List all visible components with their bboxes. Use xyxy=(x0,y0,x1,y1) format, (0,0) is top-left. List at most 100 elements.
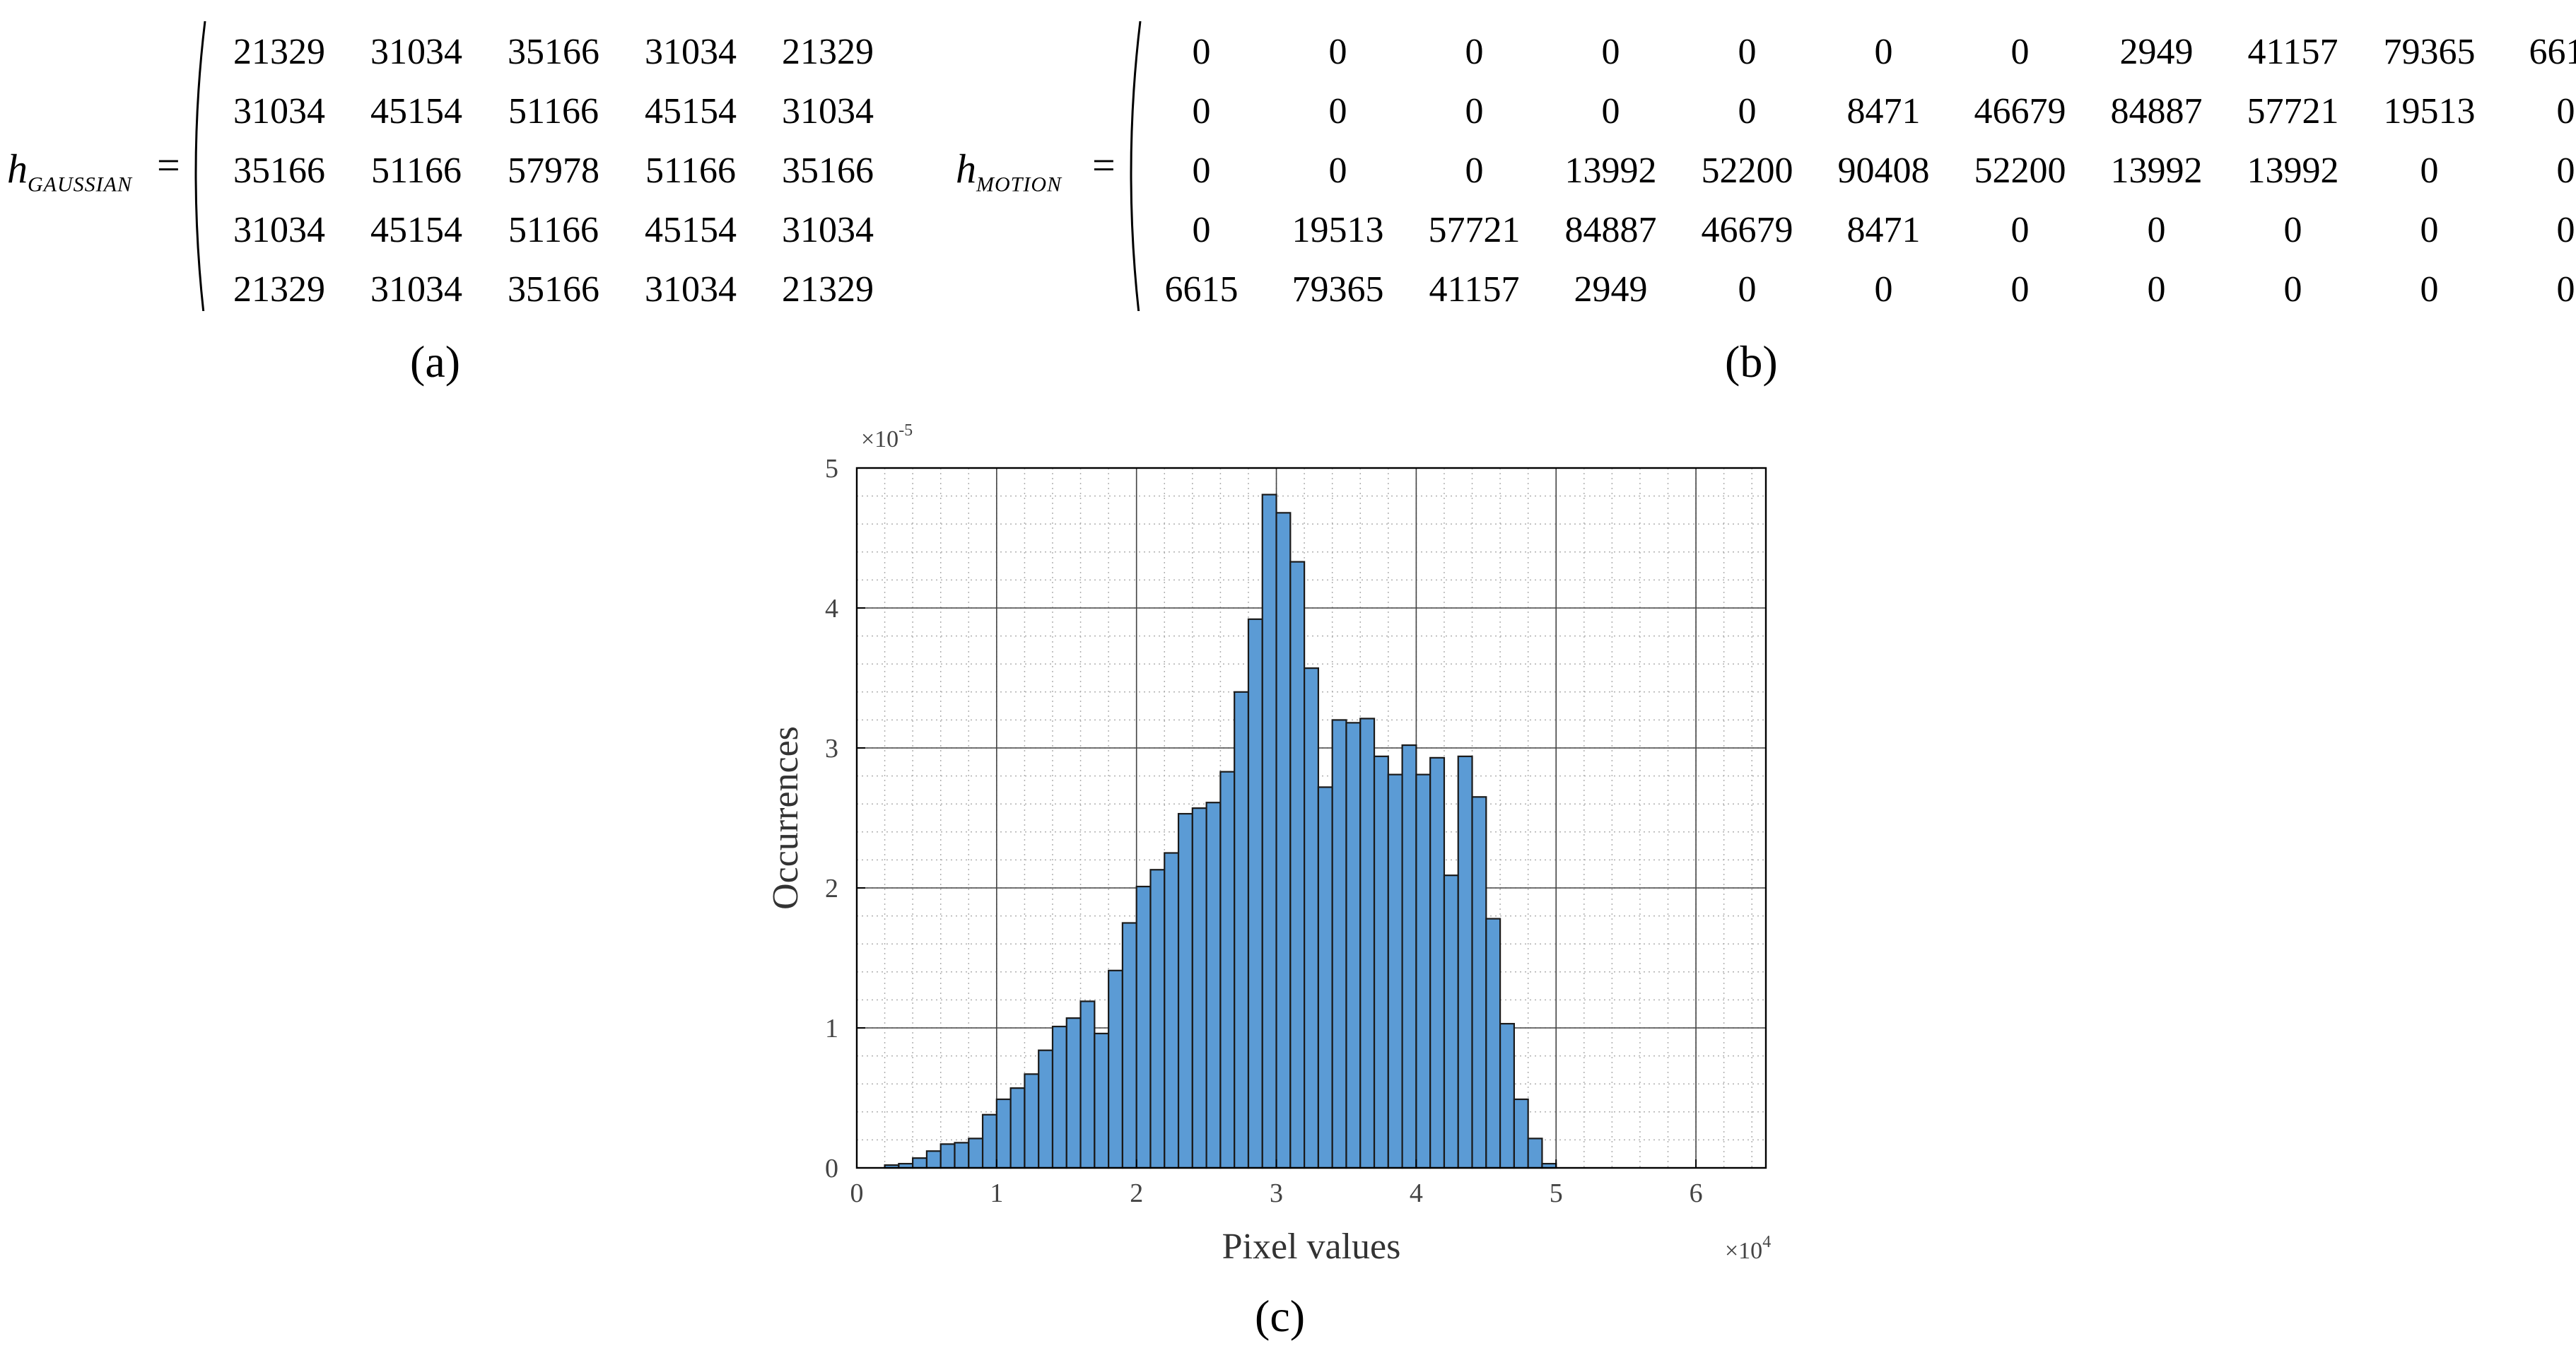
x-axis-multiplier-exponent: 4 xyxy=(1762,1233,1771,1251)
histogram-bar xyxy=(954,1142,970,1169)
motion-matrix-cell: 8471 xyxy=(1847,210,1921,250)
motion-matrix-cell: 0 xyxy=(1329,91,1347,131)
motion-matrix-cell: 0 xyxy=(2420,151,2439,191)
gaussian-subscript: GAUSSIAN xyxy=(28,172,132,197)
gaussian-matrix-left-paren xyxy=(194,21,206,311)
histogram-bar xyxy=(912,1157,928,1169)
gaussian-matrix-cell: 31034 xyxy=(782,91,874,131)
gaussian-h: h xyxy=(7,146,28,192)
histogram-bar xyxy=(1234,691,1250,1169)
y-tick-label: 3 xyxy=(825,734,838,764)
histogram-bar xyxy=(1527,1137,1543,1169)
motion-matrix-cell: 0 xyxy=(2148,269,2166,310)
x-tick-label: 5 xyxy=(1550,1178,1563,1208)
motion-matrix-cell: 2949 xyxy=(1574,269,1648,310)
panel-c: 0 1 2 3 4 5 6 0 1 2 3 4 5 ×10-5 ×104 Pixel values Occurr… xyxy=(742,410,1803,1357)
motion-matrix-cell: 6615 xyxy=(2529,32,2576,72)
motion-matrix-cell: 84887 xyxy=(2111,91,2203,131)
motion-matrix-cell: 8471 xyxy=(1847,91,1921,131)
y-axis-multiplier: ×10-5 xyxy=(861,421,913,452)
y-tick-label: 0 xyxy=(825,1154,838,1183)
gaussian-matrix-cell: 21329 xyxy=(782,269,874,310)
histogram-bar xyxy=(1051,1025,1067,1169)
histogram-bar xyxy=(1024,1073,1040,1169)
motion-matrix-cell: 0 xyxy=(1193,210,1211,250)
histogram-bar xyxy=(1429,756,1446,1169)
histogram-bar xyxy=(1038,1049,1054,1169)
panel-a: hGAUSSIAN = 21329 31034 35166 31034 21329 310… xyxy=(0,0,905,396)
gaussian-matrix-cell: 21329 xyxy=(233,269,325,310)
histogram-bar xyxy=(1485,918,1501,1169)
histogram-bar xyxy=(1094,1032,1110,1169)
gaussian-matrix-cell: 31034 xyxy=(370,269,462,310)
histogram-bar xyxy=(925,1150,942,1169)
motion-matrix-cell: 90408 xyxy=(1838,151,1930,191)
gaussian-matrix-cell: 45154 xyxy=(645,91,737,131)
motion-matrix-cell: 19513 xyxy=(2384,91,2476,131)
histogram-bar xyxy=(1149,869,1166,1169)
motion-matrix-cell: 0 xyxy=(2011,32,2030,72)
gaussian-matrix-cell: 45154 xyxy=(370,91,462,131)
panel-c-label: (c) xyxy=(1255,1291,1306,1341)
y-tick-label: 1 xyxy=(825,1014,838,1043)
gaussian-matrix-cell: 31034 xyxy=(233,91,325,131)
motion-matrix-cell: 0 xyxy=(2011,210,2030,250)
gaussian-matrix-cell: 57978 xyxy=(508,151,599,191)
motion-matrix-cell: 84887 xyxy=(1565,210,1657,250)
histogram-bar xyxy=(1513,1098,1529,1169)
gaussian-matrix-cell: 31034 xyxy=(370,32,462,72)
x-axis-label: Pixel values xyxy=(1222,1227,1401,1267)
histogram-bar xyxy=(1289,561,1306,1169)
histogram-bar xyxy=(1415,773,1432,1169)
motion-matrix-cell: 0 xyxy=(1465,151,1484,191)
histogram-bar xyxy=(1191,807,1207,1169)
motion-matrix-cell: 0 xyxy=(1875,32,1893,72)
motion-matrix-cell: 79365 xyxy=(2384,32,2476,72)
histogram-bar xyxy=(981,1113,997,1169)
x-axis-multiplier: ×104 xyxy=(1725,1233,1771,1264)
gaussian-matrix-cell: 51166 xyxy=(508,91,599,131)
gaussian-lhs: hGAUSSIAN xyxy=(7,145,132,197)
motion-matrix-cell: 0 xyxy=(1738,32,1757,72)
panel-b: hMOTION = 000000029494115779365661500000… xyxy=(947,0,2576,396)
axes-frame xyxy=(855,467,1767,1169)
histogram-bar xyxy=(1177,812,1193,1169)
histogram-bar xyxy=(1261,493,1277,1169)
motion-matrix-cell: 0 xyxy=(1602,91,1620,131)
histogram-bar xyxy=(1317,786,1333,1169)
gaussian-matrix-cell: 35166 xyxy=(508,269,599,310)
motion-matrix-cell: 0 xyxy=(2420,269,2439,310)
histogram-bar xyxy=(1359,718,1376,1169)
histogram-bar xyxy=(1471,796,1487,1169)
motion-matrix-left-paren xyxy=(1130,21,1142,311)
motion-matrix-cell: 0 xyxy=(1329,151,1347,191)
motion-matrix-cell: 0 xyxy=(1193,32,1211,72)
motion-matrix-cell: 0 xyxy=(2557,151,2575,191)
motion-matrix-cell: 0 xyxy=(1602,32,1620,72)
motion-matrix-cell: 0 xyxy=(2011,269,2030,310)
histogram-chart: 0 1 2 3 4 5 6 0 1 2 3 4 5 ×10-5 ×104 Pixel values Occurr… xyxy=(766,421,1771,1267)
motion-matrix-cell: 13992 xyxy=(2247,151,2339,191)
x-tick-label: 0 xyxy=(850,1178,864,1208)
histogram-bar xyxy=(1345,722,1362,1169)
histogram-bar xyxy=(1164,852,1180,1169)
histogram-bar xyxy=(1108,969,1124,1169)
gaussian-matrix-cell: 51166 xyxy=(508,210,599,250)
y-tick-label: 4 xyxy=(825,594,838,624)
histogram-bar xyxy=(1219,771,1236,1169)
histogram-bar xyxy=(968,1137,984,1169)
motion-matrix-cell: 0 xyxy=(1193,91,1211,131)
y-tick-label: 5 xyxy=(825,454,838,484)
motion-matrix-cell: 0 xyxy=(1465,32,1484,72)
gaussian-matrix-cell: 21329 xyxy=(782,32,874,72)
motion-matrix-cell: 13992 xyxy=(2111,151,2203,191)
gaussian-matrix-cell: 31034 xyxy=(782,210,874,250)
motion-matrix-cell: 0 xyxy=(2557,210,2575,250)
motion-matrix-cell: 0 xyxy=(1738,269,1757,310)
motion-matrix-cell: 0 xyxy=(1875,269,1893,310)
gaussian-matrix: 21329 31034 35166 31034 21329 31034 45154 51166… xyxy=(194,21,874,311)
motion-matrix-cell: 0 xyxy=(2557,269,2575,310)
motion-matrix-cell: 0 xyxy=(2557,91,2575,131)
x-tick-label: 4 xyxy=(1410,1178,1423,1208)
gaussian-matrix-cell: 21329 xyxy=(233,32,325,72)
